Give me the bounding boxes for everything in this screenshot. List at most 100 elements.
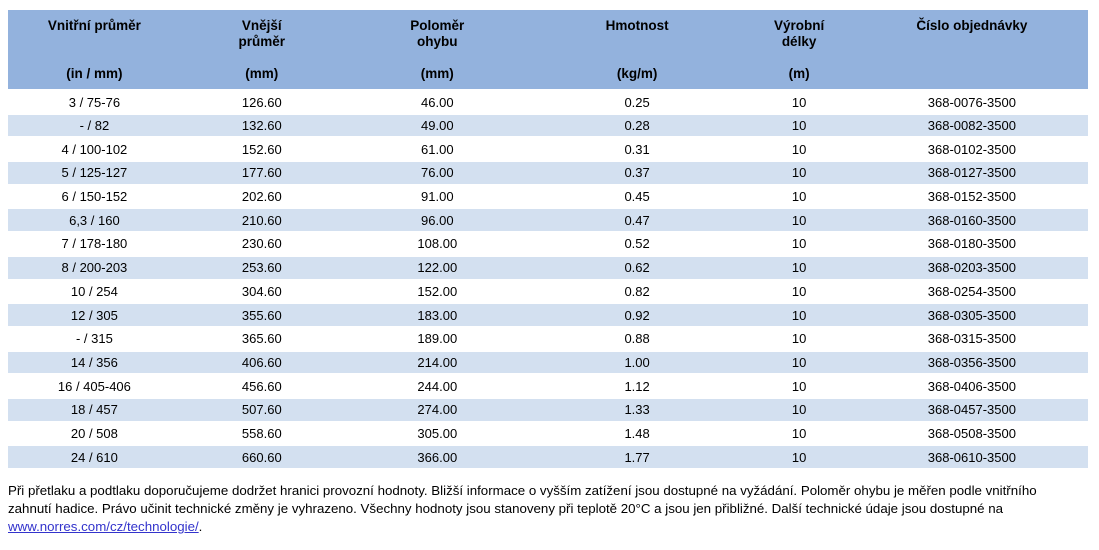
table-cell: 10: [742, 161, 856, 186]
column-title: Poloměr ohybu: [410, 18, 465, 49]
table-row: 5 / 125-127 177.60 76.00 0.37 10 368-0127-350…: [8, 161, 1088, 186]
table-cell: 507.60: [180, 397, 343, 423]
table-row: 8 / 200-203 253.60 122.00 0.62 10 368-0203-35…: [8, 255, 1088, 281]
table-cell: 14 / 356: [8, 350, 181, 376]
footnote-suffix: .: [198, 519, 203, 535]
table-cell: 660.60: [180, 445, 343, 470]
table-cell: 10: [742, 232, 856, 257]
table-cell: 0.62: [531, 255, 743, 281]
table-cell: 18 / 457: [8, 397, 181, 423]
table-cell: 0.28: [531, 113, 743, 139]
footnote-line-2: zahnutí hadice. Právo učinit technické z…: [8, 501, 1004, 517]
table-cell: 274.00: [342, 397, 532, 423]
table-cell: 96.00: [342, 208, 532, 234]
table-cell: 558.60: [180, 421, 343, 447]
column-unit: (m): [788, 66, 810, 81]
table-cell: 46.00: [342, 90, 532, 115]
table-cell: 368-0102-3500: [855, 137, 1088, 163]
table-row: 12 / 305 355.60 183.00 0.92 10 368-0305-3500: [8, 303, 1088, 328]
table-cell: 0.31: [531, 137, 743, 163]
table-cell: 10: [742, 90, 856, 115]
technology-link[interactable]: www.norres.com/cz/technologie/: [8, 519, 199, 535]
table-cell: 0.52: [531, 232, 743, 257]
table-cell: 10: [742, 350, 856, 376]
column-unit: (in / mm): [66, 66, 123, 81]
table-cell: 368-0457-3500: [855, 397, 1088, 423]
table-row: 10 / 254 304.60 152.00 0.82 10 368-0254-3500: [8, 279, 1088, 305]
table-header: Vnitřní průměr (in / mm) Vnější průměr (mm) P…: [8, 10, 1088, 92]
table-cell: 0.82: [531, 279, 743, 305]
table-cell: 10: [742, 421, 856, 447]
table-cell: 368-0076-3500: [855, 90, 1088, 115]
table-cell: 6,3 / 160: [8, 208, 181, 234]
table-cell: 108.00: [342, 232, 532, 257]
table-row: 18 / 457 507.60 274.00 1.33 10 368-0457-3500: [8, 397, 1088, 423]
table-cell: 368-0315-3500: [855, 326, 1088, 352]
table-cell: 91.00: [342, 184, 532, 210]
table-cell: 368-0160-3500: [855, 208, 1088, 234]
table-cell: 10 / 254: [8, 279, 181, 305]
table-row: 6 / 150-152 202.60 91.00 0.45 10 368-0152-350…: [8, 184, 1088, 210]
table-cell: 368-0254-3500: [855, 279, 1088, 305]
table-cell: 1.48: [531, 421, 743, 447]
table-cell: 76.00: [342, 161, 532, 186]
column-title: Číslo objednávky: [916, 18, 1028, 33]
table-row: 14 / 356 406.60 214.00 1.00 10 368-0356-3500: [8, 350, 1088, 376]
column-header-5: Výrobní délky (m): [742, 10, 856, 92]
table-cell: 368-0406-3500: [855, 374, 1088, 399]
table-cell: 10: [742, 445, 856, 470]
product-spec-table: Vnitřní průměr (in / mm) Vnější průměr (mm) P…: [8, 10, 1088, 470]
table-cell: 177.60: [180, 161, 343, 186]
table-cell: 10: [742, 279, 856, 305]
table-cell: 132.60: [180, 113, 343, 139]
column-title: Hmotnost: [605, 18, 669, 33]
table-cell: 10: [742, 113, 856, 139]
table-row: 20 / 508 558.60 305.00 1.48 10 368-0508-3500: [8, 421, 1088, 447]
table-header-row: Vnitřní průměr (in / mm) Vnější průměr (mm) P…: [8, 10, 1088, 92]
table-cell: 10: [742, 255, 856, 281]
footnote-line-1: Při přetlaku a podtlaku doporučujeme dod…: [8, 483, 1037, 498]
column-header-4: Hmotnost (kg/m): [531, 10, 743, 92]
table-cell: 7 / 178-180: [8, 232, 181, 257]
table-cell: 1.33: [531, 397, 743, 423]
table-cell: 8 / 200-203: [8, 255, 181, 281]
table-cell: 152.60: [180, 137, 343, 163]
table-cell: 1.00: [531, 350, 743, 376]
column-title: Výrobní délky: [773, 18, 825, 49]
table-cell: 10: [742, 397, 856, 423]
table-cell: 304.60: [180, 279, 343, 305]
table-cell: 368-0180-3500: [855, 232, 1088, 257]
table-cell: 0.92: [531, 303, 743, 328]
table-cell: - / 315: [8, 326, 181, 352]
catalog-page: Vnitřní průměr (in / mm) Vnější průměr (mm) P…: [8, 10, 1088, 535]
table-cell: 202.60: [180, 184, 343, 210]
table-cell: 3 / 75-76: [8, 90, 181, 115]
table-cell: 244.00: [342, 374, 532, 399]
table-cell: 210.60: [180, 208, 343, 234]
table-cell: 6 / 150-152: [8, 184, 181, 210]
table-cell: 183.00: [342, 303, 532, 328]
table-row: 7 / 178-180 230.60 108.00 0.52 10 368-0180-35…: [8, 232, 1088, 257]
table-cell: 368-0305-3500: [855, 303, 1088, 328]
table-cell: 10: [742, 208, 856, 234]
table-cell: 20 / 508: [8, 421, 181, 447]
table-cell: 365.60: [180, 326, 343, 352]
column-title: Vnější průměr: [238, 18, 286, 49]
table-cell: 0.37: [531, 161, 743, 186]
table-cell: 368-0356-3500: [855, 350, 1088, 376]
table-cell: 189.00: [342, 326, 532, 352]
table-cell: 355.60: [180, 303, 343, 328]
table-cell: 366.00: [342, 445, 532, 470]
table-row: 4 / 100-102 152.60 61.00 0.31 10 368-0102-350…: [8, 137, 1088, 163]
table-cell: 122.00: [342, 255, 532, 281]
table-cell: 10: [742, 184, 856, 210]
table-cell: 12 / 305: [8, 303, 181, 328]
table-cell: 16 / 405-406: [8, 374, 181, 399]
table-row: 3 / 75-76 126.60 46.00 0.25 10 368-0076-3500: [8, 90, 1088, 115]
table-cell: 24 / 610: [8, 445, 181, 470]
table-cell: 152.00: [342, 279, 532, 305]
table-cell: 368-0610-3500: [855, 445, 1088, 470]
table-cell: 49.00: [342, 113, 532, 139]
column-header-2: Vnější průměr (mm): [180, 10, 343, 92]
table-row: 24 / 610 660.60 366.00 1.77 10 368-0610-3500: [8, 445, 1088, 470]
